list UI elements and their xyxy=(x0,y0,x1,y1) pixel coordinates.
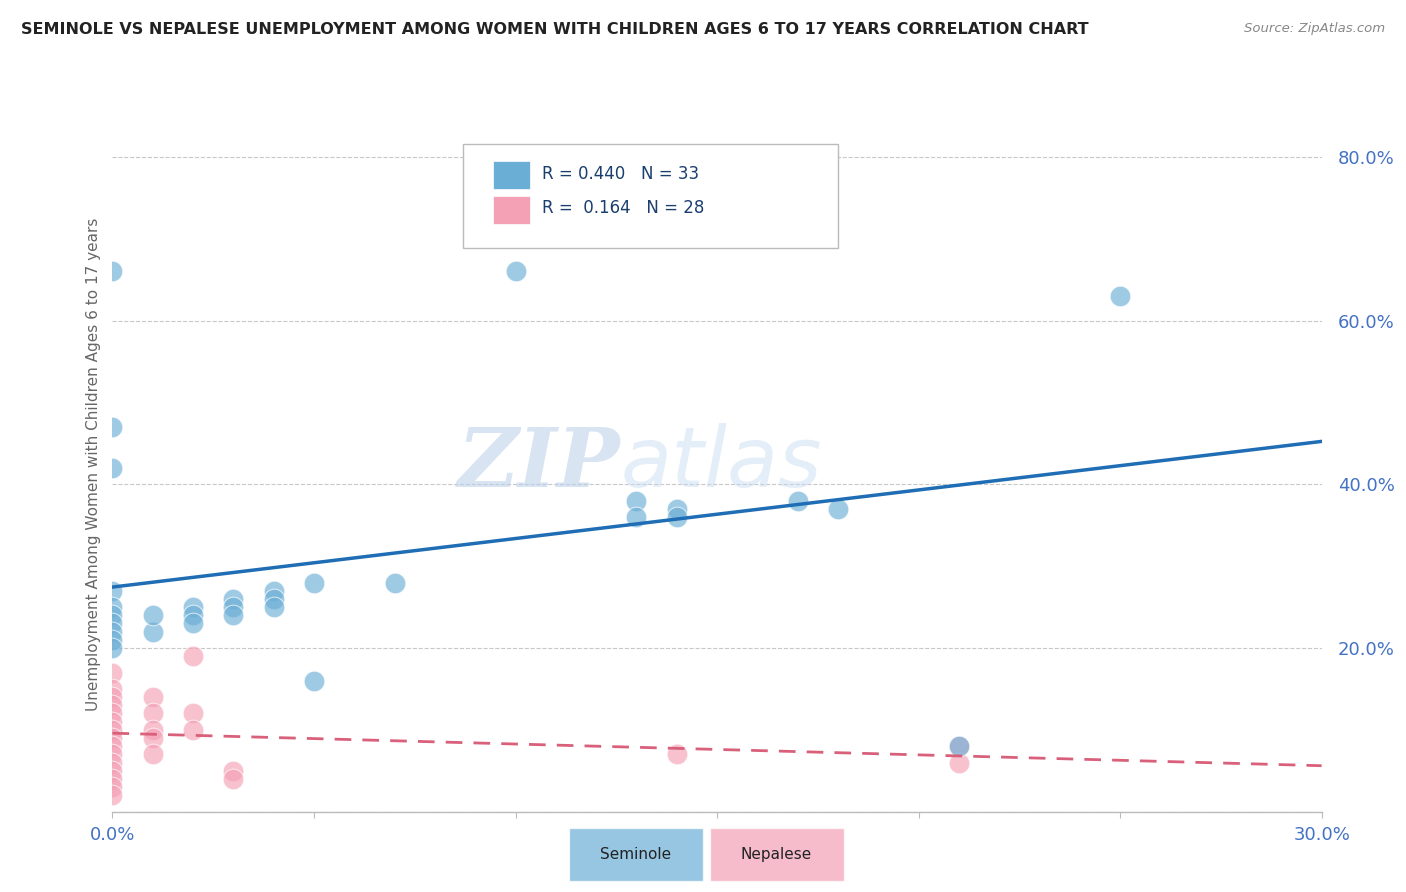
Point xyxy=(142,706,165,721)
Point xyxy=(101,583,124,598)
Point xyxy=(1109,289,1132,303)
Point xyxy=(222,608,245,623)
Point xyxy=(505,264,527,278)
Text: SEMINOLE VS NEPALESE UNEMPLOYMENT AMONG WOMEN WITH CHILDREN AGES 6 TO 17 YEARS C: SEMINOLE VS NEPALESE UNEMPLOYMENT AMONG … xyxy=(21,22,1088,37)
Point xyxy=(101,264,124,278)
Point xyxy=(101,772,124,786)
Point xyxy=(665,747,688,762)
Point xyxy=(302,575,325,590)
Point xyxy=(181,723,204,737)
Point xyxy=(101,706,124,721)
Point xyxy=(142,608,165,623)
Point xyxy=(222,591,245,606)
Point xyxy=(101,608,124,623)
Point xyxy=(101,461,124,475)
Point xyxy=(101,690,124,705)
Point xyxy=(101,616,124,631)
Point xyxy=(384,575,406,590)
Text: R =  0.164   N = 28: R = 0.164 N = 28 xyxy=(541,200,704,218)
FancyBboxPatch shape xyxy=(463,144,838,248)
Point xyxy=(101,600,124,615)
Text: Nepalese: Nepalese xyxy=(741,847,811,862)
Point xyxy=(181,600,204,615)
Point xyxy=(948,756,970,770)
Text: Seminole: Seminole xyxy=(600,847,671,862)
Y-axis label: Unemployment Among Women with Children Ages 6 to 17 years: Unemployment Among Women with Children A… xyxy=(86,217,101,711)
Point xyxy=(142,624,165,639)
Text: ZIP: ZIP xyxy=(458,424,620,504)
Point xyxy=(263,583,285,598)
Point xyxy=(181,649,204,664)
Point xyxy=(948,739,970,754)
Point xyxy=(181,706,204,721)
FancyBboxPatch shape xyxy=(494,161,530,189)
Point xyxy=(222,600,245,615)
Point xyxy=(948,739,970,754)
Point xyxy=(142,747,165,762)
Point xyxy=(181,608,204,623)
Point xyxy=(101,747,124,762)
Point xyxy=(101,420,124,434)
FancyBboxPatch shape xyxy=(494,196,530,224)
Point xyxy=(222,764,245,778)
Point xyxy=(142,690,165,705)
Point xyxy=(101,780,124,794)
Point xyxy=(101,665,124,680)
Point xyxy=(101,714,124,729)
Point xyxy=(101,756,124,770)
Point xyxy=(142,731,165,745)
Text: atlas: atlas xyxy=(620,424,823,504)
Point xyxy=(222,772,245,786)
Point xyxy=(181,616,204,631)
Point xyxy=(263,600,285,615)
Point xyxy=(786,493,808,508)
Point xyxy=(827,501,849,516)
Text: Source: ZipAtlas.com: Source: ZipAtlas.com xyxy=(1244,22,1385,36)
Point xyxy=(101,698,124,713)
Point xyxy=(101,764,124,778)
Point xyxy=(665,510,688,524)
Point xyxy=(101,723,124,737)
Point xyxy=(101,632,124,647)
Point xyxy=(101,640,124,655)
Point xyxy=(665,501,688,516)
Point xyxy=(101,731,124,745)
Text: R = 0.440   N = 33: R = 0.440 N = 33 xyxy=(541,165,699,183)
Point xyxy=(302,673,325,688)
Point xyxy=(142,723,165,737)
Point xyxy=(101,739,124,754)
Point xyxy=(626,510,648,524)
Point xyxy=(101,681,124,696)
Point xyxy=(626,493,648,508)
Point xyxy=(101,789,124,803)
Point xyxy=(263,591,285,606)
Point xyxy=(101,624,124,639)
